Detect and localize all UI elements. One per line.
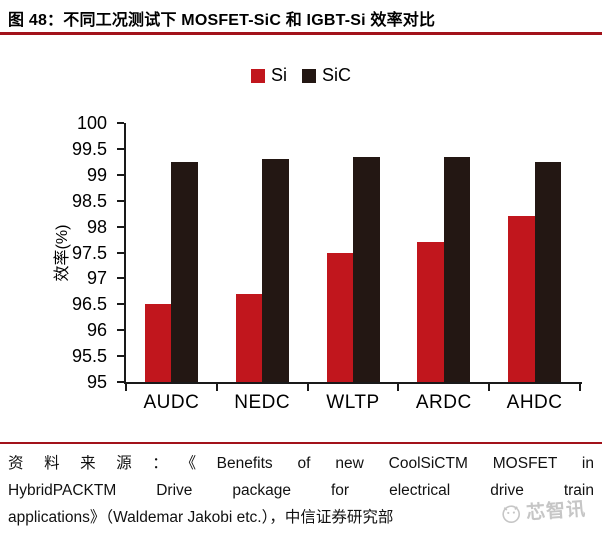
plot-area xyxy=(117,122,582,391)
bar-chart: 效率(%) 95 95.5 96 96.5 97 97.5 98 98.5 99 99.5 100 … xyxy=(0,100,602,430)
chart-legend: Si SiC xyxy=(0,65,602,86)
legend-label: Si xyxy=(270,65,287,85)
x-axis-labels: AUDC NEDC WLTP ARDC AHDC xyxy=(126,392,580,418)
x-tick-label: AHDC xyxy=(506,392,563,413)
x-tick-label: ARDC xyxy=(415,392,472,413)
bar-Si-NEDC xyxy=(235,293,263,382)
x-tick-mark xyxy=(579,384,581,391)
x-tick-mark xyxy=(397,384,400,391)
y-axis-labels: 95 95.5 96 96.5 97 97.5 98 98.5 99 99.5 100 xyxy=(0,113,107,392)
legend-swatch-SiC xyxy=(302,68,316,83)
x-tick-label: WLTP xyxy=(326,392,380,413)
bar-Si-AHDC xyxy=(508,216,535,382)
source-line: applications》（Waldemar Jakobi etc.），中信证券… xyxy=(8,509,394,526)
source-rule xyxy=(0,442,602,444)
y-tick-mark xyxy=(117,173,124,176)
y-tick-label: 95.5 xyxy=(71,346,107,367)
y-tick-mark xyxy=(117,251,124,254)
y-tick-label: 99 xyxy=(86,164,107,185)
x-axis-line xyxy=(124,382,582,384)
y-tick-label: 97.5 xyxy=(71,242,107,263)
y-tick-label: 98.5 xyxy=(71,190,107,211)
y-tick-mark xyxy=(117,225,124,228)
y-tick-label: 96 xyxy=(86,320,107,341)
y-tick-mark xyxy=(117,277,124,280)
bar-SiC-WLTP xyxy=(353,156,380,382)
y-tick-mark xyxy=(117,199,124,202)
y-tick-mark xyxy=(117,303,124,306)
bar-SiC-NEDC xyxy=(262,159,289,382)
legend-item-SiC: SiC xyxy=(302,65,351,86)
legend-swatch-Si xyxy=(250,68,265,83)
y-tick-mark xyxy=(117,122,124,124)
bar-Si-WLTP xyxy=(326,252,353,382)
legend-item-Si: Si xyxy=(250,65,287,86)
watermark: 芯智讯 xyxy=(499,494,587,527)
x-tick-mark xyxy=(306,384,309,391)
y-tick-label: 96.5 xyxy=(71,294,107,315)
y-tick-mark xyxy=(117,355,124,358)
bar-Si-ARDC xyxy=(417,242,444,382)
y-tick-label: 95 xyxy=(86,372,107,392)
x-tick-mark xyxy=(488,384,491,391)
source-line: HybridPACKTM Drive package for electrica… xyxy=(8,482,594,499)
y-axis-line xyxy=(124,123,126,384)
y-tick-label: 99.5 xyxy=(71,138,107,159)
x-tick-label: NEDC xyxy=(234,392,291,413)
title-rule xyxy=(0,32,602,35)
bar-Si-AUDC xyxy=(144,304,172,382)
source-line: 资料来源：《Benefits of new CoolSiCTM MOSFET i… xyxy=(8,455,594,472)
y-tick-mark xyxy=(117,381,124,383)
y-tick-mark xyxy=(117,329,124,332)
bar-SiC-ARDC xyxy=(443,156,471,382)
y-tick-label: 98 xyxy=(86,216,107,237)
bar-SiC-AUDC xyxy=(171,161,198,382)
bar-SiC-AHDC xyxy=(534,161,562,382)
y-tick-label: 97 xyxy=(86,268,107,289)
source-block: 资料来源：《Benefits of new CoolSiCTM MOSFET i… xyxy=(8,450,594,531)
watermark-logo-icon xyxy=(502,504,520,523)
x-tick-mark xyxy=(125,384,127,391)
y-tick-label: 100 xyxy=(76,113,107,133)
watermark-text: 芯智讯 xyxy=(525,499,587,525)
figure-title: 图 48：不同工况测试下 MOSFET-SiC 和 IGBT-Si 效率对比 xyxy=(8,12,436,29)
legend-label: SiC xyxy=(322,65,352,85)
y-tick-mark xyxy=(117,147,124,150)
x-tick-label: AUDC xyxy=(143,392,200,413)
x-tick-mark xyxy=(215,384,218,391)
